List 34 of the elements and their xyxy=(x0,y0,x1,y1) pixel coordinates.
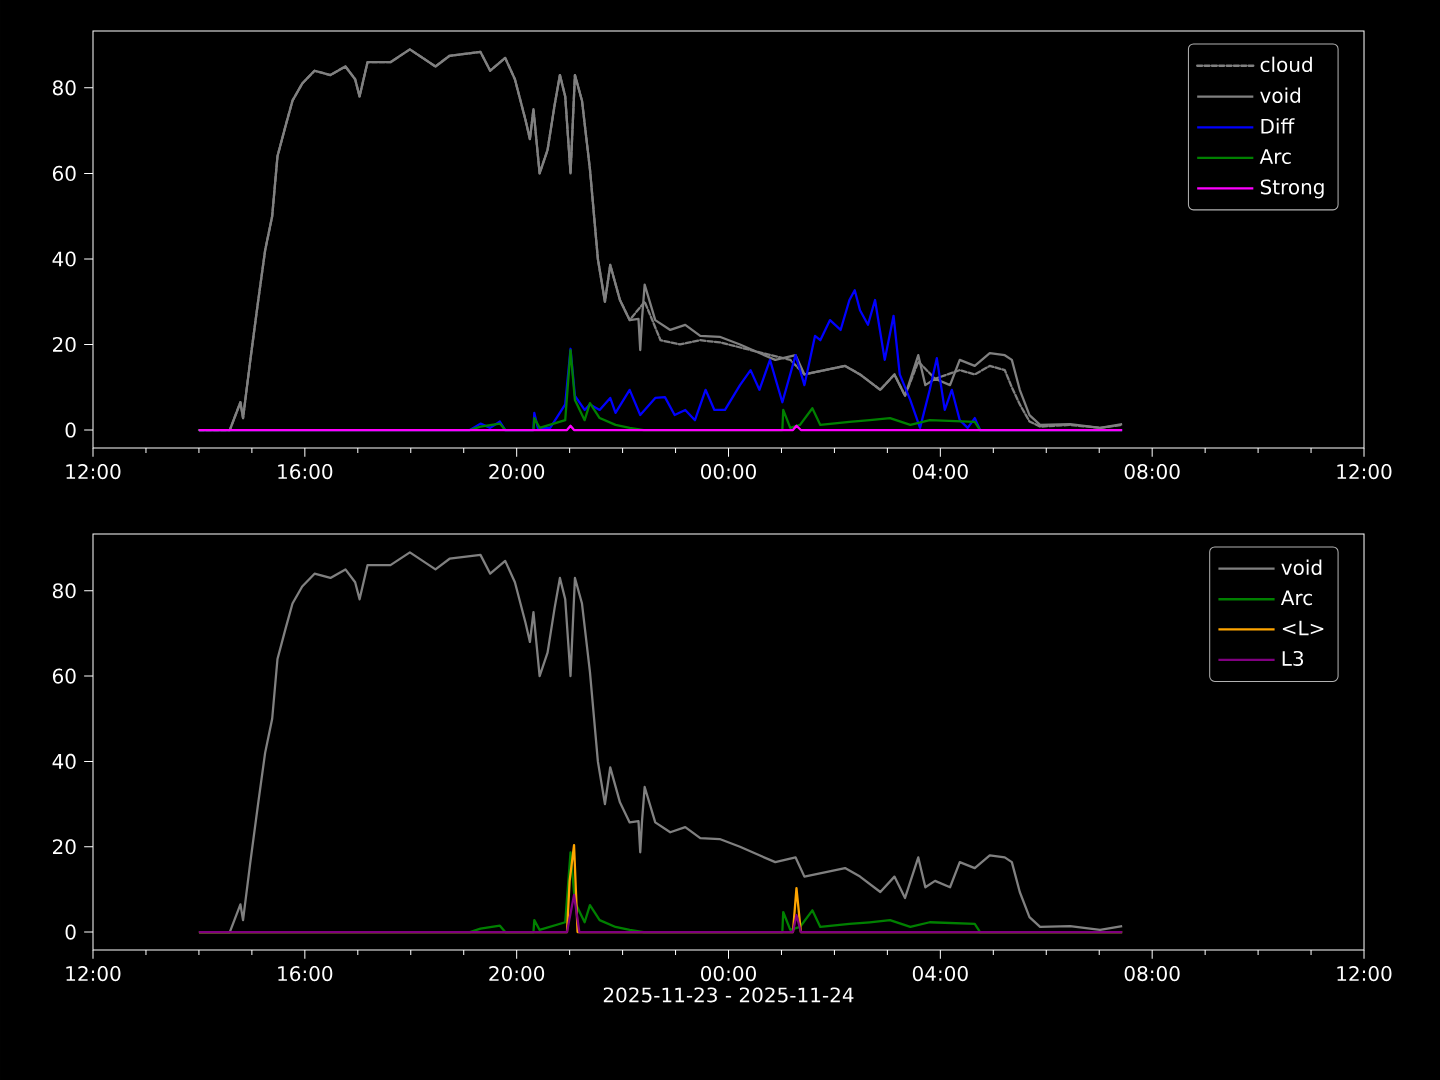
legend-label: <L> xyxy=(1282,620,1324,636)
x-tick-label: 16:00 xyxy=(278,464,333,480)
x-tick-label: 08:00 xyxy=(1124,464,1180,480)
legend-label: L3 xyxy=(1282,650,1304,667)
x-tick-label: 00:00 xyxy=(701,966,756,982)
x-tick-label: 12:00 xyxy=(66,464,121,480)
y-tick-label: 0 xyxy=(65,924,76,940)
y-tick-label: 40 xyxy=(52,753,76,769)
legend-label: void xyxy=(1260,87,1301,103)
legend-label: Arc xyxy=(1259,149,1291,165)
x-tick-label: 12:00 xyxy=(1337,464,1392,480)
x-axis-title: 2025-11-23 - 2025-11-24 xyxy=(603,987,854,1003)
x-tick-label: 00:00 xyxy=(701,464,756,480)
legend-label: Arc xyxy=(1280,590,1313,606)
y-tick-label: 0 xyxy=(65,422,76,438)
legend-label: Diff xyxy=(1261,118,1295,134)
x-tick-label: 12:00 xyxy=(66,966,121,982)
y-tick-label: 60 xyxy=(52,165,76,181)
x-tick-label: 16:00 xyxy=(278,966,333,982)
x-tick-label: 04:00 xyxy=(912,966,968,982)
y-tick-label: 80 xyxy=(52,583,76,599)
y-tick-label: 20 xyxy=(53,336,76,353)
y-tick-label: 40 xyxy=(52,251,76,267)
x-tick-label: 12:00 xyxy=(1337,966,1392,982)
legend-label: cloud xyxy=(1260,56,1312,73)
y-tick-label: 20 xyxy=(53,839,76,855)
y-tick-label: 60 xyxy=(52,668,76,684)
x-tick-label: 08:00 xyxy=(1124,966,1180,982)
legend-label: Strong xyxy=(1260,179,1324,199)
x-tick-label: 20:00 xyxy=(489,464,545,480)
legend-label: void xyxy=(1281,559,1322,576)
x-tick-label: 04:00 xyxy=(912,464,968,480)
x-tick-label: 20:00 xyxy=(489,966,545,982)
y-tick-label: 80 xyxy=(52,80,76,96)
